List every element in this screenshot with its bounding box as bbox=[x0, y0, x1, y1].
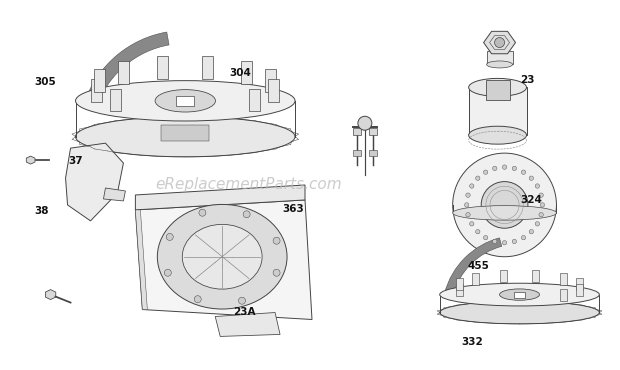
Text: 305: 305 bbox=[35, 77, 56, 87]
Circle shape bbox=[539, 212, 543, 217]
Text: 37: 37 bbox=[69, 156, 83, 166]
Ellipse shape bbox=[440, 283, 600, 306]
Circle shape bbox=[495, 38, 505, 47]
Polygon shape bbox=[268, 80, 279, 102]
Bar bbox=[353, 128, 361, 135]
Circle shape bbox=[512, 166, 516, 171]
Polygon shape bbox=[91, 80, 102, 102]
Ellipse shape bbox=[453, 206, 556, 220]
Circle shape bbox=[476, 229, 480, 234]
Polygon shape bbox=[560, 289, 567, 301]
Polygon shape bbox=[177, 96, 194, 106]
Polygon shape bbox=[104, 188, 125, 201]
Circle shape bbox=[539, 193, 543, 197]
Circle shape bbox=[529, 176, 534, 181]
Polygon shape bbox=[472, 273, 479, 285]
Polygon shape bbox=[532, 270, 539, 282]
Polygon shape bbox=[576, 279, 583, 290]
Text: 23A: 23A bbox=[232, 307, 255, 317]
Circle shape bbox=[358, 116, 372, 130]
Polygon shape bbox=[215, 313, 280, 336]
Circle shape bbox=[469, 184, 474, 188]
Ellipse shape bbox=[76, 117, 295, 157]
Polygon shape bbox=[265, 70, 277, 92]
Polygon shape bbox=[500, 270, 507, 282]
Circle shape bbox=[466, 212, 470, 217]
Circle shape bbox=[492, 166, 497, 171]
Circle shape bbox=[492, 239, 497, 244]
Circle shape bbox=[464, 203, 469, 207]
Polygon shape bbox=[249, 88, 260, 111]
Circle shape bbox=[166, 233, 173, 240]
Ellipse shape bbox=[469, 126, 526, 144]
Circle shape bbox=[469, 222, 474, 226]
Circle shape bbox=[512, 239, 516, 244]
Circle shape bbox=[535, 184, 539, 188]
Circle shape bbox=[273, 269, 280, 276]
Wedge shape bbox=[445, 238, 502, 295]
Ellipse shape bbox=[157, 205, 287, 309]
Polygon shape bbox=[110, 88, 122, 111]
Polygon shape bbox=[26, 156, 35, 164]
Text: 324: 324 bbox=[520, 195, 542, 205]
Polygon shape bbox=[45, 290, 56, 300]
Polygon shape bbox=[560, 273, 567, 285]
Text: 23: 23 bbox=[520, 75, 535, 85]
Ellipse shape bbox=[440, 301, 600, 324]
Circle shape bbox=[521, 170, 526, 174]
Circle shape bbox=[164, 269, 171, 276]
Circle shape bbox=[502, 240, 507, 245]
Circle shape bbox=[194, 296, 202, 303]
Text: eReplacementParts.com: eReplacementParts.com bbox=[155, 178, 342, 192]
Circle shape bbox=[273, 237, 280, 244]
Wedge shape bbox=[85, 32, 169, 105]
Circle shape bbox=[476, 176, 480, 181]
Circle shape bbox=[484, 170, 488, 174]
Circle shape bbox=[540, 203, 544, 207]
Bar bbox=[469, 87, 526, 135]
Ellipse shape bbox=[500, 289, 539, 300]
Ellipse shape bbox=[182, 224, 262, 289]
Bar bbox=[487, 51, 513, 64]
Bar bbox=[369, 128, 377, 135]
Text: 38: 38 bbox=[35, 206, 49, 216]
Polygon shape bbox=[241, 61, 252, 84]
Polygon shape bbox=[94, 70, 105, 92]
Text: 363: 363 bbox=[282, 204, 304, 214]
Ellipse shape bbox=[469, 78, 526, 96]
Bar bbox=[369, 150, 377, 156]
Polygon shape bbox=[576, 285, 583, 296]
Polygon shape bbox=[157, 56, 169, 79]
Bar bbox=[161, 125, 210, 141]
Polygon shape bbox=[135, 200, 312, 319]
Circle shape bbox=[529, 229, 534, 234]
Ellipse shape bbox=[155, 90, 216, 112]
Text: 455: 455 bbox=[467, 261, 490, 271]
Circle shape bbox=[521, 235, 526, 240]
Polygon shape bbox=[456, 285, 463, 296]
Polygon shape bbox=[484, 31, 516, 54]
Polygon shape bbox=[514, 292, 525, 297]
Ellipse shape bbox=[76, 81, 295, 121]
Text: 304: 304 bbox=[229, 68, 252, 78]
Ellipse shape bbox=[487, 61, 513, 68]
Polygon shape bbox=[66, 143, 123, 221]
Bar bbox=[353, 150, 361, 156]
Polygon shape bbox=[135, 185, 305, 210]
Polygon shape bbox=[118, 61, 129, 84]
Polygon shape bbox=[202, 56, 213, 79]
Circle shape bbox=[453, 153, 556, 257]
Text: 332: 332 bbox=[461, 337, 484, 347]
Circle shape bbox=[466, 193, 470, 197]
Circle shape bbox=[481, 182, 528, 228]
Circle shape bbox=[484, 235, 488, 240]
Polygon shape bbox=[456, 279, 463, 290]
Bar bbox=[485, 80, 510, 100]
Circle shape bbox=[535, 222, 539, 226]
Polygon shape bbox=[135, 210, 148, 310]
Circle shape bbox=[239, 297, 246, 304]
Circle shape bbox=[199, 209, 206, 216]
Circle shape bbox=[502, 165, 507, 169]
Circle shape bbox=[243, 211, 250, 218]
